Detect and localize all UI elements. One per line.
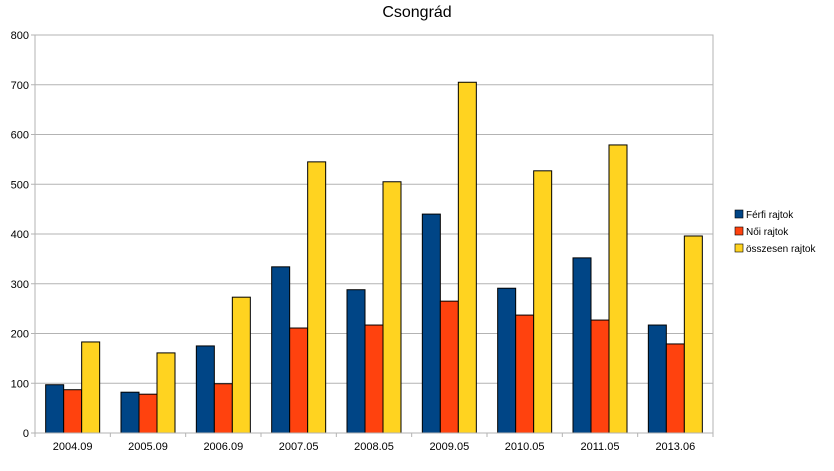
- y-tick-label: 300: [11, 279, 29, 291]
- y-tick-label: 700: [11, 80, 29, 92]
- y-tick-label: 100: [11, 378, 29, 390]
- x-tick-label: 2007.05: [279, 441, 319, 453]
- bar-noi: [515, 314, 535, 434]
- y-tick-label: 600: [11, 130, 29, 142]
- bar-noi: [289, 327, 309, 434]
- x-tick-label: 2009.05: [429, 441, 469, 453]
- bars: [45, 81, 703, 434]
- x-tick-label: 2005.09: [128, 441, 168, 453]
- x-tick-label: 2004.09: [53, 441, 93, 453]
- bar-ferfi: [120, 391, 140, 434]
- bar-noi: [138, 393, 158, 434]
- bar-noi: [213, 383, 233, 434]
- y-tick-label: 400: [11, 229, 29, 241]
- y-tick-label: 0: [23, 428, 29, 440]
- y-tick-label: 800: [11, 30, 29, 42]
- bar-osszesen: [231, 296, 251, 434]
- bar-ferfi: [195, 345, 215, 434]
- legend-swatch: [734, 243, 744, 253]
- legend-swatch: [734, 209, 744, 219]
- x-tick-label: 2013.06: [655, 441, 695, 453]
- bar-osszesen: [382, 181, 402, 434]
- y-tick-label: 200: [11, 329, 29, 341]
- bar-noi: [439, 300, 459, 434]
- y-tick-label: 500: [11, 179, 29, 191]
- x-tick-label: 2011.05: [581, 441, 620, 453]
- bar-noi: [364, 324, 384, 434]
- bar-noi: [665, 343, 685, 434]
- bar-osszesen: [457, 81, 477, 434]
- legend-label: összesen rajtok: [746, 244, 816, 255]
- bar-ferfi: [647, 324, 667, 434]
- chart-title: Csongrád: [382, 4, 451, 21]
- bar-ferfi: [421, 213, 441, 434]
- legend-label: Női rajtok: [746, 227, 789, 238]
- bar-ferfi: [45, 384, 65, 434]
- legend: Férfi rajtok Női rajtok összesen rajtok: [734, 209, 816, 255]
- legend-label: Férfi rajtok: [746, 210, 794, 221]
- bar-noi: [590, 319, 610, 434]
- x-tick-label: 2008.05: [354, 441, 394, 453]
- bar-ferfi: [497, 287, 517, 434]
- bar-osszesen: [156, 352, 176, 434]
- bar-osszesen: [683, 235, 703, 434]
- x-tick-label: 2006.09: [203, 441, 243, 453]
- axes: 0 100 200 300 400 500 600 700 800 2004.09 2005.09 2…: [11, 30, 714, 453]
- x-tick-label: 2010.05: [505, 441, 545, 453]
- bar-ferfi: [572, 257, 592, 434]
- bar-noi: [63, 389, 83, 434]
- bar-osszesen: [307, 161, 327, 434]
- bar-osszesen: [533, 170, 553, 434]
- plot-area-border: [34, 34, 714, 434]
- bar-ferfi: [271, 266, 291, 434]
- bar-ferfi: [346, 289, 366, 434]
- legend-swatch: [734, 226, 744, 236]
- bar-osszesen: [608, 144, 628, 434]
- bar-osszesen: [81, 341, 101, 434]
